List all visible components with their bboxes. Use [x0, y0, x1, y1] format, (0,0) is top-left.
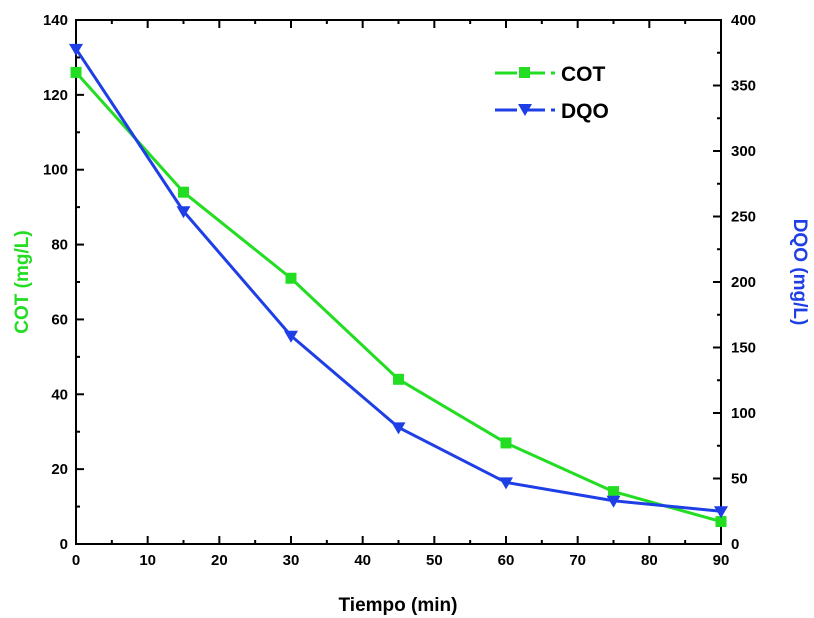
y-right-tick-label: 0	[731, 536, 739, 553]
point-cot	[500, 437, 512, 449]
y-left-tick-label: 60	[51, 311, 68, 328]
point-dqo	[69, 43, 83, 56]
legend-label-dqo: DQO	[561, 100, 609, 123]
y-left-tick-label: 40	[51, 386, 68, 403]
axis-ticks: 0 10 20 30 40 50 60 70 80 90020406080100120140050…	[43, 12, 756, 569]
y-left-tick-label: 0	[60, 536, 68, 553]
x-tick-label: 30	[283, 552, 300, 569]
y-left-axis-title: COT (mg/L)	[12, 230, 33, 333]
point-cot	[285, 272, 297, 284]
point-dqo	[176, 206, 191, 219]
y-right-tick-label: 350	[731, 78, 756, 95]
point-dqo	[284, 330, 298, 343]
y-right-tick-label: 200	[731, 274, 756, 291]
point-dqo	[499, 477, 513, 490]
y-right-tick-label: 100	[731, 405, 756, 422]
x-tick-label: 40	[354, 552, 371, 569]
y-left-tick-label: 100	[43, 162, 68, 179]
x-tick-label: 60	[498, 552, 515, 569]
x-tick-label: 20	[211, 552, 228, 569]
point-dqo	[391, 422, 406, 435]
series-line-cot	[74, 71, 722, 523]
y-right-tick-label: 300	[731, 143, 756, 160]
x-tick-label: 90	[713, 552, 730, 569]
legend-marker-cot	[519, 67, 530, 78]
point-cot	[393, 373, 404, 385]
y-left-tick-label: 80	[51, 237, 68, 254]
y-right-axis-title: DQO (mg/L)	[789, 219, 810, 326]
y-left-tick-label: 120	[43, 87, 68, 104]
y-left-tick-label: 140	[43, 12, 68, 29]
point-cot	[178, 186, 189, 198]
legend-marker-dqo	[518, 104, 532, 116]
series-group	[69, 43, 728, 528]
x-tick-label: 10	[139, 552, 156, 569]
point-cot	[715, 516, 727, 528]
point-dqo	[606, 495, 621, 508]
y-right-tick-label: 50	[731, 471, 748, 488]
series-line-dqo	[74, 47, 722, 513]
y-right-tick-label: 150	[731, 340, 756, 357]
plot-frame	[75, 19, 722, 545]
point-cot	[608, 486, 619, 498]
x-tick-label: 0	[72, 552, 80, 569]
point-cot	[70, 66, 82, 78]
legend-label-cot: COT	[561, 63, 606, 86]
y-left-tick-label: 20	[51, 461, 68, 478]
x-tick-label: 70	[569, 552, 586, 569]
x-tick-label: 50	[426, 552, 443, 569]
legend: COT DQO	[495, 63, 609, 123]
y-right-tick-label: 400	[731, 12, 756, 29]
x-axis-title: Tiempo (min)	[339, 595, 458, 616]
y-right-tick-label: 250	[731, 209, 756, 226]
point-dqo	[714, 506, 728, 519]
x-tick-label: 80	[641, 552, 658, 569]
